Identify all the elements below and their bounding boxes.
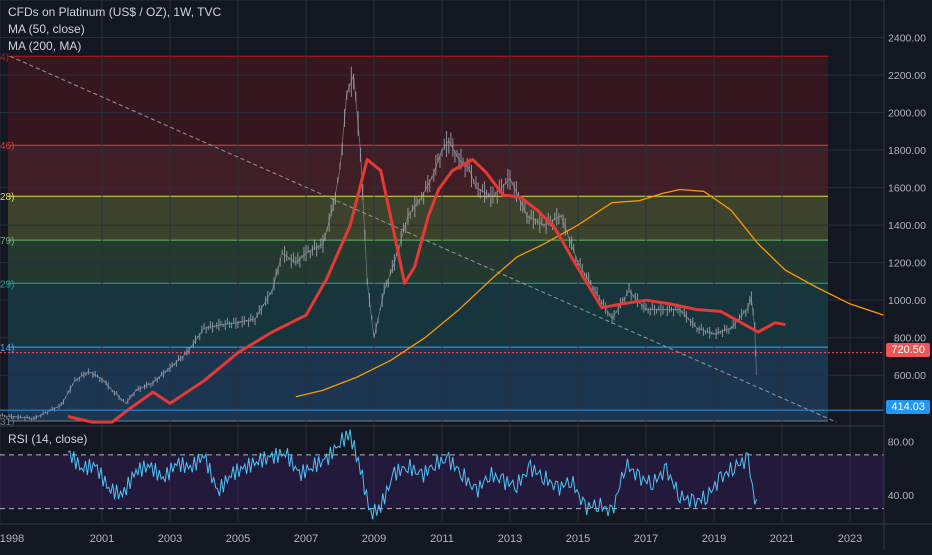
fib-zone — [8, 56, 828, 146]
time-tick-label: 2003 — [158, 533, 182, 545]
price-tick-label: 600.00 — [894, 370, 926, 382]
price-tick-label: 1200.00 — [888, 258, 926, 270]
price-tick-label: 1800.00 — [888, 145, 926, 157]
fib-zone — [8, 283, 828, 348]
legend-rsi[interactable]: RSI (14, close) — [8, 432, 88, 446]
horizontal-lines — [0, 352, 884, 411]
time-tick-label: 2011 — [430, 533, 454, 545]
price-series-line — [0, 74, 757, 419]
time-tick-label: 1998 — [0, 533, 24, 545]
price-tick-label: 2000.00 — [888, 108, 926, 120]
price-tick-label: 2400.00 — [888, 33, 926, 45]
rsi-line — [67, 429, 757, 520]
time-tick-label: 2007 — [294, 533, 318, 545]
rsi-tick-label: 40.00 — [888, 490, 914, 502]
time-tick-label: 2013 — [498, 533, 522, 545]
fib-level-label: 4) — [0, 52, 9, 63]
fib-level-label: 31) — [0, 417, 14, 428]
legend-main-title[interactable]: CFDs on Platinum (US$ / OZ), 1W, TVC — [8, 5, 222, 19]
fib-zone — [8, 145, 828, 197]
time-tick-label: 2015 — [566, 533, 590, 545]
price-series-layer — [0, 66, 757, 421]
rsi-pane — [0, 429, 884, 520]
time-tick-label: 2005 — [226, 533, 250, 545]
fib-zone — [8, 347, 828, 421]
price-axis-background — [884, 0, 932, 550]
legend-ma50[interactable]: MA (50, close) — [8, 22, 85, 36]
rsi-tick-label: 80.00 — [888, 436, 914, 448]
time-tick-label: 2017 — [634, 533, 658, 545]
fib-level-label: 29) — [0, 279, 14, 290]
fib-level-label: 28) — [0, 192, 14, 203]
time-tick-label: 2019 — [702, 533, 726, 545]
current-price-badge: 720.50 — [886, 343, 930, 357]
time-tick-label: 2001 — [90, 533, 114, 545]
fib-level-label: 79) — [0, 236, 14, 247]
price-tick-label: 1400.00 — [888, 220, 926, 232]
ma200-line — [295, 188, 885, 398]
time-tick-label: 2009 — [362, 533, 386, 545]
legend-ma200[interactable]: MA (200, MA) — [8, 39, 82, 53]
fib-level-label: 14) — [0, 343, 14, 354]
price-tick-label: 1600.00 — [888, 183, 926, 195]
ma200-layer — [295, 188, 885, 398]
fibonacci-zones: 4) 46) 28) 79) 29) 14) 31) — [0, 52, 828, 428]
fib-zone — [8, 196, 828, 241]
ma50-line — [67, 158, 786, 424]
price-tick-label: 1000.00 — [888, 295, 926, 307]
ma50-layer — [67, 158, 786, 424]
time-tick-label: 2021 — [770, 533, 794, 545]
fib-zone — [8, 240, 828, 284]
time-tick-label: 2023 — [838, 533, 862, 545]
price-tick-label: 2200.00 — [888, 70, 926, 82]
grid-lines — [0, 0, 932, 522]
fib-level-label: 46) — [0, 141, 14, 152]
support-price-badge: 414.03 — [886, 400, 930, 414]
price-tick-label: 800.00 — [894, 333, 926, 345]
